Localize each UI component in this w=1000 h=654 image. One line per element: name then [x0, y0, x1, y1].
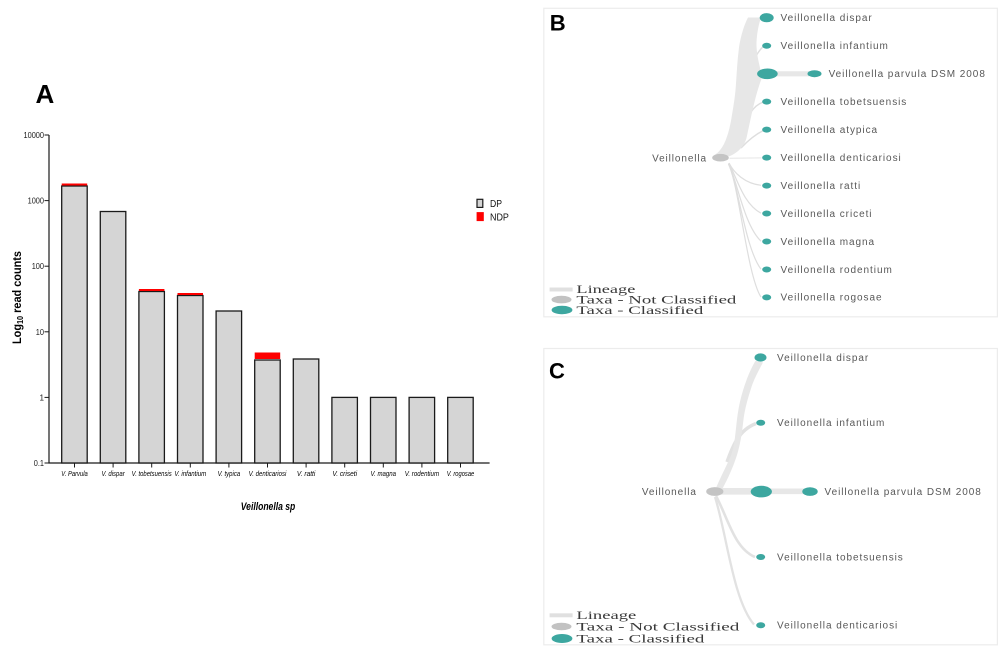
svg-text:V. magna: V. magna [371, 470, 397, 478]
svg-text:V. rodentium: V. rodentium [405, 470, 440, 478]
svg-text:Taxa - Classified: Taxa - Classified [576, 305, 703, 317]
svg-text:NDP: NDP [490, 212, 509, 223]
svg-text:V. tobetsuensis: V. tobetsuensis [132, 470, 173, 478]
svg-text:V. denticariosi: V. denticariosi [249, 470, 287, 478]
svg-text:A: A [36, 79, 55, 109]
svg-text:1: 1 [40, 392, 45, 402]
svg-text:DP: DP [490, 199, 502, 210]
svg-text:Veillonella criceti: Veillonella criceti [781, 209, 873, 220]
svg-text:Veillonella rogosae: Veillonella rogosae [781, 293, 883, 304]
svg-text:Veillonella dispar: Veillonella dispar [781, 13, 873, 24]
svg-text:Veillonella infantium: Veillonella infantium [777, 418, 885, 429]
svg-text:V. Parvula: V. Parvula [61, 470, 88, 478]
svg-text:Veillonella parvula DSM 2008: Veillonella parvula DSM 2008 [829, 69, 986, 80]
svg-text:V. dispar: V. dispar [101, 470, 125, 478]
svg-text:Veillonella ratti: Veillonella ratti [781, 181, 862, 192]
svg-text:Veillonella parvula DSM 2008: Veillonella parvula DSM 2008 [825, 487, 982, 498]
svg-text:Taxa - Not Classified: Taxa - Not Classified [576, 294, 736, 306]
svg-text:Veillonella: Veillonella [652, 153, 707, 164]
svg-text:Lineage: Lineage [576, 284, 635, 297]
svg-text:C: C [549, 358, 565, 383]
svg-text:V. ratti: V. ratti [297, 470, 316, 477]
svg-text:0.1: 0.1 [34, 458, 44, 468]
svg-text:V. typica: V. typica [218, 470, 241, 478]
svg-text:Taxa - Classified: Taxa - Classified [576, 633, 704, 645]
svg-text:Veillonella dispar: Veillonella dispar [777, 353, 869, 364]
svg-text:Veillonella magna: Veillonella magna [781, 237, 876, 248]
svg-text:B: B [550, 11, 566, 36]
svg-text:Veillonella denticariosi: Veillonella denticariosi [777, 621, 898, 632]
svg-text:Veillonella denticariosi: Veillonella denticariosi [781, 153, 902, 164]
svg-text:V. infantium: V. infantium [174, 470, 206, 478]
svg-text:Veillonella infantium: Veillonella infantium [781, 41, 889, 52]
svg-text:V. rogosae: V. rogosae [447, 470, 475, 478]
svg-text:100: 100 [32, 261, 45, 271]
svg-text:10: 10 [36, 327, 44, 337]
svg-text:Veillonella tobetsuensis: Veillonella tobetsuensis [781, 97, 908, 108]
svg-text:Veillonella tobetsuensis: Veillonella tobetsuensis [777, 552, 904, 563]
svg-text:Veillonella: Veillonella [642, 487, 697, 498]
svg-text:V. criseti: V. criseti [332, 470, 357, 477]
svg-text:Taxa - Not Classified: Taxa - Not Classified [576, 621, 739, 633]
svg-text:1000: 1000 [28, 196, 45, 206]
svg-text:10000: 10000 [24, 130, 45, 140]
svg-text:Veillonella sp: Veillonella sp [241, 501, 295, 513]
svg-text:Lineage: Lineage [576, 609, 636, 621]
svg-text:Veillonella rodentium: Veillonella rodentium [781, 265, 893, 276]
svg-text:Log10 read counts: Log10 read counts [10, 251, 25, 344]
svg-text:Veillonella atypica: Veillonella atypica [781, 125, 879, 136]
